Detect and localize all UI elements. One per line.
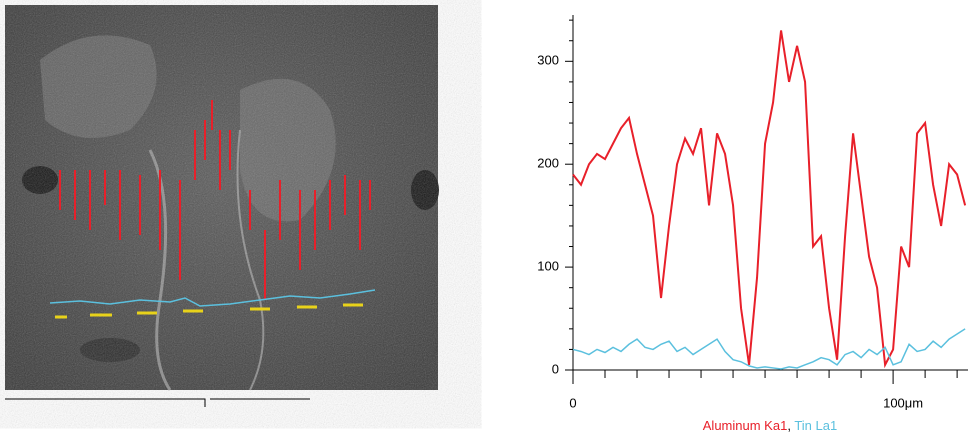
y-tick-label: 100 xyxy=(537,259,559,274)
legend-entry: Tin La1 xyxy=(794,418,837,433)
legend: Aluminum Ka1, Tin La1 xyxy=(703,418,837,433)
x-tick-label: 100μm xyxy=(883,395,923,410)
line-chart: 0 100 200 300 0 100μm xyxy=(537,15,968,410)
y-tick-label: 300 xyxy=(537,53,559,68)
legend-entry: Aluminum Ka1 xyxy=(703,418,788,433)
y-tick-label: 0 xyxy=(552,361,559,376)
y-tick-label: 200 xyxy=(537,156,559,171)
data-line xyxy=(572,30,967,369)
data-line xyxy=(572,328,966,370)
legend-separator: , xyxy=(787,418,791,433)
sem-image xyxy=(5,5,439,407)
x-tick-label: 0 xyxy=(569,395,576,410)
